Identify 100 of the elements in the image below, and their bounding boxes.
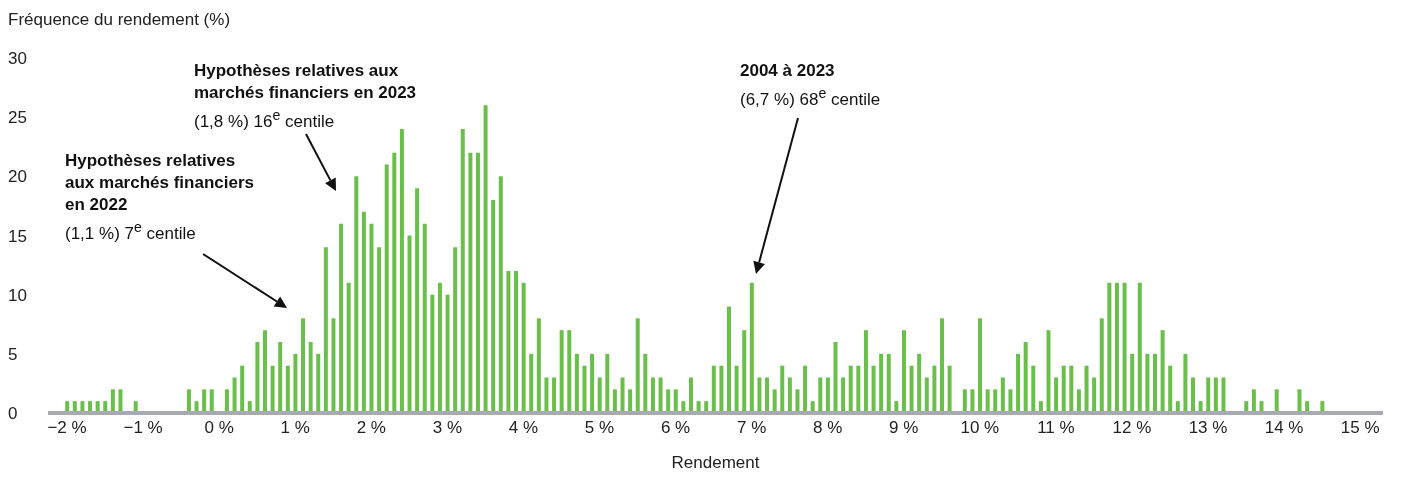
bar (765, 377, 770, 413)
bar (1274, 389, 1279, 413)
x-tick-label: 15 % (1340, 418, 1380, 438)
bar (1221, 377, 1226, 413)
bar (262, 330, 267, 413)
bar (468, 152, 473, 413)
bar (529, 353, 534, 413)
bar (346, 282, 351, 413)
x-tick-label: 8 % (813, 418, 843, 438)
bar (453, 247, 458, 413)
bar (582, 365, 587, 413)
bar (270, 365, 275, 413)
x-tick-label: 3 % (432, 418, 463, 438)
bar (308, 342, 313, 413)
bar (285, 365, 290, 413)
bar (1023, 342, 1028, 413)
x-tick-label: 7 % (736, 418, 767, 438)
bar (506, 271, 511, 413)
x-tick-label: 12 % (1112, 418, 1152, 438)
bar (255, 342, 260, 413)
bar (1114, 282, 1119, 413)
bar (475, 152, 480, 413)
bar (445, 294, 450, 413)
bar (415, 188, 420, 413)
x-tick-label: −1 % (123, 418, 163, 438)
annotation: (1,8 %) 16$^{e}$ centile (194, 106, 336, 133)
bar (491, 200, 496, 413)
bar (186, 389, 191, 413)
bar (825, 377, 830, 413)
bar (514, 271, 519, 413)
annotation: 2004 à 2023 (740, 60, 836, 82)
bar (1046, 330, 1051, 413)
bar (354, 176, 359, 413)
bar (879, 353, 884, 413)
bar (552, 377, 557, 413)
bar (841, 377, 846, 413)
bar (1069, 365, 1074, 413)
bar (339, 223, 344, 413)
bar (1145, 353, 1150, 413)
bar (628, 389, 633, 413)
bar (1122, 282, 1127, 413)
bar (1213, 377, 1218, 413)
bar (1000, 377, 1005, 413)
annotation: Hypothèses relatives aux marchés financiers en 2022 (65, 150, 255, 216)
bar (673, 389, 678, 413)
y-tick-label: 10 (8, 285, 27, 305)
bar (521, 282, 526, 413)
bar (1084, 365, 1089, 413)
bar (1130, 353, 1135, 413)
annotation: Hypothèses relatives aux marchés financiers en 2023 (194, 60, 418, 104)
bar (833, 342, 838, 413)
bar (392, 152, 397, 413)
bar (795, 389, 800, 413)
x-tick-label: 13 % (1188, 418, 1228, 438)
bar (620, 377, 625, 413)
bar (650, 377, 655, 413)
bar (688, 377, 693, 413)
bar (240, 365, 245, 413)
bar (590, 353, 595, 413)
bar (1076, 389, 1081, 413)
bar (803, 365, 808, 413)
bar (734, 365, 739, 413)
x-tick-label: 6 % (660, 418, 691, 438)
bar (316, 353, 321, 413)
bar (323, 247, 328, 413)
y-axis-title: Fréquence du rendement (%) (8, 10, 231, 30)
x-axis-title: Rendement (671, 453, 760, 472)
x-tick-label: −2 % (47, 418, 87, 438)
bar (422, 223, 427, 413)
bar (742, 330, 747, 413)
bar (643, 353, 648, 413)
bar (932, 365, 937, 413)
bar (293, 353, 298, 413)
bar (985, 389, 990, 413)
bar (719, 365, 724, 413)
bar (635, 318, 640, 413)
bar (658, 377, 663, 413)
bar (1297, 389, 1302, 413)
bar (666, 389, 671, 413)
bar (970, 389, 975, 413)
bar (369, 223, 374, 413)
bar (909, 365, 914, 413)
bar (978, 318, 983, 413)
bar (1092, 377, 1097, 413)
bar (947, 365, 952, 413)
annotation: (1,1 %) 7$^{e}$ centile (65, 218, 197, 245)
bar (430, 294, 435, 413)
bar (1251, 389, 1256, 413)
bar (544, 377, 549, 413)
x-tick-label: 14 % (1264, 418, 1304, 438)
bar (224, 389, 229, 413)
bar (818, 377, 823, 413)
bar (483, 105, 488, 413)
bar (1168, 365, 1173, 413)
bar (399, 129, 404, 413)
x-tick-label: 2 % (356, 418, 386, 438)
bar (118, 389, 123, 413)
bar (711, 365, 716, 413)
bar (536, 318, 541, 413)
bar (1191, 377, 1196, 413)
